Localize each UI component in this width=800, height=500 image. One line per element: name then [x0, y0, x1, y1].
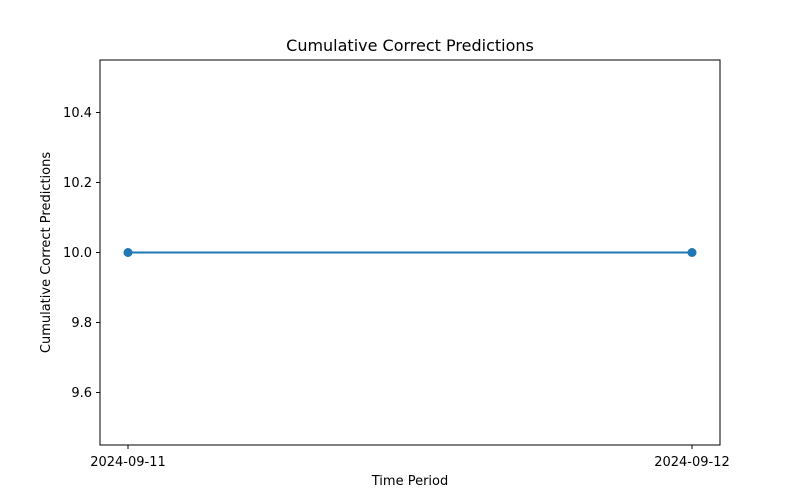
x-tick-label: 2024-09-12: [654, 455, 730, 470]
y-axis-ticks: 9.6 9.8 10.0 10.2 10.4: [63, 106, 100, 401]
series-layer: [123, 248, 697, 257]
y-tick-label: 9.6: [71, 386, 92, 401]
x-tick-label: 2024-09-11: [90, 455, 166, 470]
y-tick-label: 10.4: [63, 106, 92, 121]
chart-title: Cumulative Correct Predictions: [286, 36, 534, 55]
data-point: [123, 248, 133, 257]
y-axis-title: Cumulative Correct Predictions: [39, 152, 54, 353]
y-tick-label: 10.2: [63, 176, 92, 191]
data-point: [687, 248, 697, 257]
y-tick-label: 9.8: [71, 316, 92, 331]
x-axis-ticks: 2024-09-11 2024-09-12: [90, 445, 730, 470]
x-axis-title: Time Period: [371, 474, 448, 489]
y-tick-label: 10.0: [63, 246, 92, 261]
